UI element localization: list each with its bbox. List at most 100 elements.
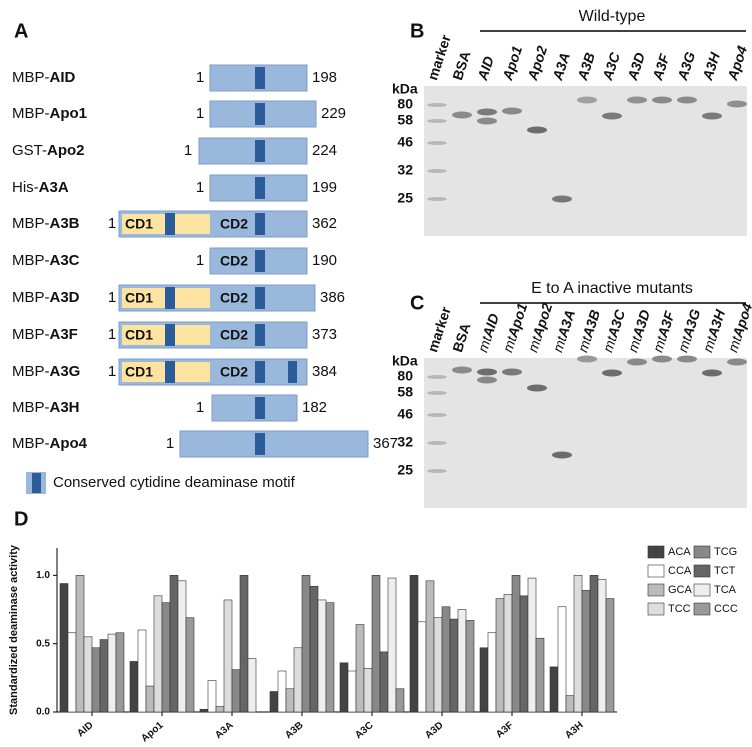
lane-prefix: mt — [474, 333, 494, 354]
end-residue: 224 — [312, 142, 337, 159]
x-tick-label: A3D — [423, 720, 445, 741]
bar — [549, 666, 559, 713]
end-residue: 190 — [312, 252, 337, 269]
bar — [355, 624, 365, 713]
lane-name: A3B — [579, 308, 603, 341]
marker-band — [427, 103, 447, 107]
lane-label: mtA3G — [674, 307, 703, 354]
bar — [339, 662, 349, 713]
motif — [255, 250, 265, 272]
bar — [527, 577, 537, 713]
protein-band — [627, 96, 647, 104]
panel-label: D — [14, 508, 28, 530]
y-tick-label: 0.5 — [36, 638, 50, 649]
bar — [99, 639, 109, 713]
construct-name: MBP-Apo4 — [12, 435, 88, 452]
bar — [503, 594, 513, 713]
panel-label: A — [14, 20, 28, 42]
legend-swatch — [693, 545, 711, 559]
bar — [573, 575, 583, 713]
protein-band — [677, 355, 697, 363]
start-residue: 1 — [108, 363, 116, 380]
lane-label: AID — [474, 54, 497, 83]
end-residue: 367 — [373, 435, 398, 452]
construct-tag: MBP- — [12, 69, 50, 86]
lane-prefix: mt — [524, 333, 544, 354]
domain-label: CD2 — [220, 253, 248, 269]
lane-name: A3H — [704, 307, 728, 340]
domain-label: CD2 — [220, 327, 248, 343]
construct-protein: A3B — [50, 215, 80, 232]
x-tick-label: AID — [75, 720, 95, 740]
lane-prefix: mt — [624, 333, 644, 354]
legend-label: TCG — [714, 546, 737, 558]
lane-label: Apo2 — [524, 44, 550, 83]
lane-name: A3C — [604, 307, 628, 340]
x-tick-label: Apo1 — [139, 720, 166, 745]
kda-marker: 80 — [397, 368, 413, 384]
x-tick-label: A3H — [563, 720, 585, 741]
legend-label: TCT — [714, 565, 736, 577]
lane-name: Apo1 — [504, 301, 530, 340]
legend-swatch — [693, 602, 711, 616]
lane-prefix: mt — [649, 333, 669, 354]
lane-prefix: mt — [549, 333, 569, 354]
construct-name: MBP-Apo1 — [12, 105, 87, 122]
construct-name: MBP-A3C — [12, 252, 80, 269]
start-residue: 1 — [184, 142, 192, 159]
legend-text: Conserved cytidine deaminase motif — [53, 474, 296, 491]
motif — [165, 287, 175, 309]
construct-protein: A3A — [39, 179, 69, 196]
kda-unit: kDa — [392, 353, 418, 369]
lane-name: A3G — [679, 307, 703, 340]
motif — [255, 103, 265, 125]
protein-band — [577, 355, 597, 363]
protein-band — [502, 107, 522, 115]
protein-band — [477, 108, 497, 116]
bar — [199, 708, 209, 713]
marker-band — [427, 375, 447, 379]
end-residue: 182 — [302, 399, 327, 416]
construct-protein: A3G — [50, 363, 81, 380]
x-tick-label: A3B — [283, 720, 305, 741]
kda-marker: 80 — [397, 96, 413, 112]
motif — [255, 397, 265, 419]
motif — [255, 67, 265, 89]
start-residue: 1 — [108, 326, 116, 343]
lane-label: A3B — [574, 50, 598, 83]
bar — [91, 647, 101, 713]
legend-swatch — [647, 583, 665, 597]
legend-swatch — [32, 473, 41, 493]
end-residue: 362 — [312, 215, 337, 232]
kda-marker: 32 — [397, 162, 413, 178]
bar — [223, 599, 233, 713]
protein-band — [477, 368, 497, 376]
kda-marker: 32 — [397, 434, 413, 450]
construct-tag: MBP- — [12, 105, 50, 122]
bar — [433, 617, 443, 713]
kda-marker: 25 — [397, 190, 413, 206]
legend-swatch — [647, 602, 665, 616]
start-residue: 1 — [196, 252, 204, 269]
domain-label: CD1 — [125, 216, 153, 232]
protein-bar — [179, 430, 369, 458]
end-residue: 198 — [312, 69, 337, 86]
construct-tag: MBP- — [12, 252, 50, 269]
lane-label: mtA3B — [574, 308, 603, 354]
bar — [129, 661, 139, 713]
bar — [589, 575, 599, 713]
bar — [557, 606, 567, 713]
gel-header: E to A inactive mutants — [531, 280, 693, 297]
bar — [535, 637, 545, 713]
lane-label: A3G — [674, 50, 698, 83]
protein-band — [452, 111, 472, 119]
bar — [137, 629, 147, 713]
construct-name: MBP-AID — [12, 69, 76, 86]
domain-label: CD2 — [220, 290, 248, 306]
motif — [255, 213, 265, 235]
construct-name: MBP-A3F — [12, 326, 78, 343]
domain-label: CD2 — [220, 216, 248, 232]
bar — [425, 580, 435, 713]
protein-band — [477, 117, 497, 125]
construct-name: MBP-A3G — [12, 363, 80, 380]
